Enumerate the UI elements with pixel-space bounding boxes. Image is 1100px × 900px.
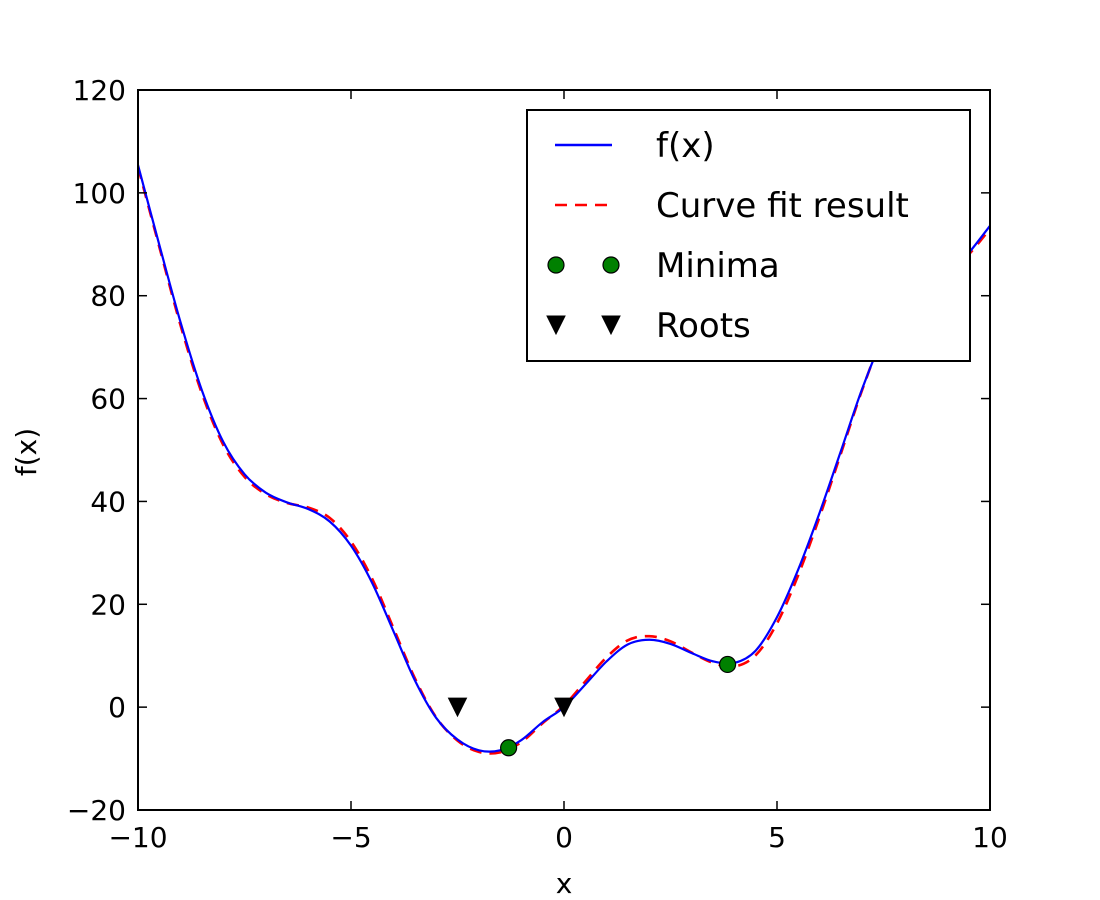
y-tick-label: 80 — [90, 280, 126, 313]
y-axis-label: f(x) — [10, 428, 43, 476]
legend: f(x) Curve fit result Minima Roots — [526, 109, 971, 362]
legend-label: Minima — [656, 246, 780, 286]
y-tick-label: 120 — [73, 74, 126, 107]
legend-swatch — [547, 256, 565, 274]
legend-entry-f-x: f(x) — [555, 126, 715, 166]
legend-label: Curve fit result — [656, 186, 909, 226]
x-tick-label: 0 — [555, 821, 573, 854]
minima-point — [500, 739, 518, 757]
x-tick-label: −10 — [108, 821, 167, 854]
legend-box — [526, 109, 971, 362]
y-tick-label: −20 — [67, 794, 126, 827]
legend-swatch — [546, 315, 566, 336]
y-tick-label: 100 — [73, 177, 126, 210]
x-tick-label: 10 — [972, 821, 1008, 854]
legend-label: Roots — [656, 306, 751, 346]
marker-layer — [447, 655, 737, 757]
y-tick-label: 40 — [90, 485, 126, 518]
minima-point — [718, 655, 737, 674]
legend-swatch — [602, 256, 620, 274]
x-tick-label: −5 — [330, 821, 371, 854]
roots-point — [554, 697, 574, 718]
roots-point — [447, 697, 468, 718]
y-tick-label: 60 — [90, 383, 126, 416]
y-tick-label: 20 — [90, 588, 126, 621]
y-tick-label: 0 — [108, 691, 126, 724]
legend-entry-minima: Minima — [547, 246, 780, 286]
legend-entry-curve-fit-result: Curve fit result — [555, 186, 909, 226]
x-axis-label: x — [556, 867, 573, 900]
tick-layer: −10 −5 0 5 10 −20 0 20 40 60 80 100 120 — [67, 74, 1008, 854]
legend-label: f(x) — [656, 126, 715, 166]
legend-swatch — [601, 315, 621, 336]
legend-entry-roots: Roots — [546, 306, 751, 346]
x-tick-label: 5 — [768, 821, 786, 854]
